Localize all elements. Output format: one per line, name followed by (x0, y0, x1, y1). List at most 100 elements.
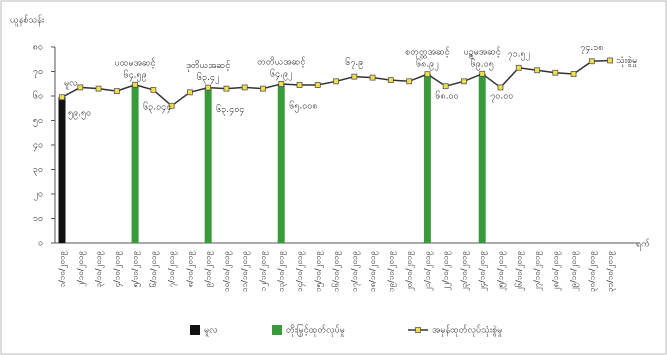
x-tick-label: ၂၁/၁၀/၂၀၁၉ (423, 251, 434, 291)
x-tick-label: ၁၂/၁၀/၂၀၁၉ (258, 251, 269, 291)
target-label: ၆၅.၀၀၈ (289, 100, 317, 112)
legend-swatch (190, 325, 200, 335)
point (77, 84, 84, 91)
legend-label: တိုးမြှင့်ထုတ်လုပ်မှု (286, 324, 345, 337)
point (150, 86, 157, 93)
point (461, 78, 467, 85)
point (406, 78, 413, 85)
point (497, 84, 504, 91)
bar (277, 83, 285, 243)
point (479, 70, 486, 77)
point (205, 84, 212, 91)
x-axis-label: ရက် (636, 239, 650, 251)
point (132, 81, 138, 88)
bar (58, 97, 66, 243)
target-label: ၇၀.၀၀ (490, 91, 513, 102)
point (95, 85, 102, 92)
x-tick-label: ၁၅/၁၀/၂၀၁၉ (313, 251, 324, 292)
x-tick-label: ၁၈/၁၀/၂၀၁၉ (368, 251, 379, 292)
x-tick-label: ၅/၁၀/၂၀၁၉ (131, 251, 142, 287)
point (168, 102, 175, 109)
x-tick-label: ၂၅/၁၀/၂၀၁၉ (496, 251, 507, 291)
x-tick-label: ၂၂/၁၀/၂၀၁၉ (441, 251, 452, 291)
x-tick-label: ၂၄/၁၀/၂၀၁၉ (478, 251, 489, 291)
x-tick-label: ၂၉/၁၀/၂၀၁၉ (569, 251, 580, 291)
stage-label: ဒုတိယအဆင့် (186, 60, 231, 72)
point (278, 81, 285, 87)
stage-label: တတိယအဆင့် (257, 56, 306, 67)
point-label: ၆၇.၉ (345, 57, 363, 69)
bar-label: ၆၄.၅၉ (124, 69, 147, 81)
x-tick-label: ၆/၁၀/၂၀၁၉ (148, 251, 160, 287)
x-tick-label: ၂၇/၁၀/၂၀၁၉ (533, 251, 544, 291)
x-tick-label: ၄/၁၀/၂၀၁၉ (112, 251, 123, 287)
bar (204, 87, 212, 243)
x-tick-label: ၂၈/၁၀/၂၀၁၉ (551, 251, 562, 291)
point (387, 77, 394, 83)
target-label: ၆၃.၄၀၄ (216, 104, 244, 116)
point (588, 58, 595, 65)
x-tick-label: ၁၀/၁၀/၂၀၁၉ (222, 251, 233, 292)
stage-label: ပထမအဆင့် (115, 57, 157, 68)
x-tick-label: ၃၁/၁၀/၂၀၁၉ (606, 251, 617, 292)
x-tick-label: ၁၉/၁၀/၂၀၁၉ (386, 251, 397, 292)
point (241, 84, 248, 91)
point (570, 71, 577, 77)
x-tick-label: ၂၆/၁၀/၂၀၁၉ (513, 251, 525, 291)
x-tick-label: ၇/၁၀/၂၀၁၉ (167, 251, 178, 287)
bar-label: ၆၃.၄၂ (197, 72, 219, 84)
y-tick-label: ၂၀ (34, 190, 43, 201)
point (113, 88, 120, 94)
point (552, 69, 559, 76)
x-tick-label: ၂၃/၁၀/၂၀၁၉ (459, 251, 470, 291)
point (223, 85, 230, 92)
target-label: ၆၃.၀၄၄ (143, 101, 171, 113)
x-tick-label: ၂/၁၀/၂၀၁၉ (76, 251, 87, 287)
point (186, 89, 193, 96)
target-label: ၆၈.၀၀ (435, 91, 458, 102)
y-tick-label: ၅၀ (33, 116, 43, 127)
point (515, 64, 522, 71)
x-tick-label: ၉/၁၀/၂၀၁၉ (204, 251, 215, 287)
start-label: မူလ (64, 79, 78, 90)
legend-swatch (272, 325, 282, 335)
point (333, 78, 339, 85)
x-tick-label: ၁/၁၀/၂၀၁၉ (58, 251, 69, 287)
point-label: ၇၁.၅၂ (508, 49, 530, 60)
point (424, 71, 431, 78)
y-tick-label: ၈၀ (33, 43, 43, 53)
legend-label: မူလ (204, 326, 218, 337)
x-tick-label: ၂၀/၁၀/၂၀၁၉ (405, 251, 416, 291)
legend-label: အမှန်ထုတ်လုပ်သုံးစွဲမှု (432, 325, 502, 337)
point (534, 67, 540, 74)
x-tick-label: ၁၃/၁၀/၂၀၁၉ (277, 251, 288, 292)
end-label: သုံးစွဲမှု (616, 55, 637, 67)
bar-label: ၆၉.၀၅ (471, 58, 494, 70)
bar-label: ၆၄.၉၂ (270, 68, 292, 80)
x-tick-label: ၃၀/၁၀/၂၀၁၉ (587, 251, 598, 292)
point (369, 74, 376, 81)
bar-label: ၆၈.၉၂ (416, 59, 439, 71)
x-tick-label: ၃/၁၀/၂၀၁၉ (94, 251, 105, 287)
point (59, 94, 65, 101)
y-tick-label: ၀ (38, 239, 43, 249)
bar-label: ၅၉.၅၀ (68, 109, 91, 120)
y-tick-label: ၇၀ (33, 67, 43, 78)
x-tick-label: ၁၄/၁၀/၂၀၁၉ (295, 251, 306, 292)
x-tick-label: ၁၁/၁၀/၂၀၁၉ (240, 251, 251, 292)
point (314, 82, 321, 88)
point (351, 73, 358, 80)
point-label: ၇၄.၁၈ (580, 43, 603, 54)
bar (423, 74, 431, 243)
x-tick-label: ၁၇/၁၀/၂၀၁၉ (350, 251, 361, 292)
bar (478, 73, 486, 243)
point (260, 85, 266, 92)
point (607, 57, 613, 64)
point (296, 82, 303, 88)
stage-label: ပဉ္စမအဆင့် (464, 46, 502, 58)
y-tick-label: ၄၀ (33, 141, 43, 152)
x-tick-label: ၈/၁၀/၂၀၁၉ (185, 251, 196, 287)
y-tick-label: ၆၀ (33, 91, 43, 102)
